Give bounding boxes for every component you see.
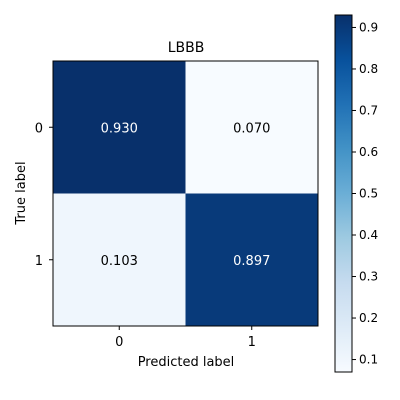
colorbar-tick-label: 0.3 <box>359 270 378 284</box>
colorbar-tick-label: 0.8 <box>359 62 378 76</box>
colorbar-tick-label: 0.6 <box>359 145 378 159</box>
y-axis-ticks: 01 <box>35 121 53 269</box>
colorbar-tick-label: 0.7 <box>359 103 378 117</box>
colorbar-tick-label: 0.4 <box>359 228 378 242</box>
colorbar-ticks: 0.1 0.2 0.3 0.4 0.5 0.6 0.7 0.8 0.9 <box>352 20 378 367</box>
colorbar-tick-label: 0.5 <box>359 187 378 201</box>
cell-value-label: 0.897 <box>233 254 270 269</box>
cell-value-label: 0.930 <box>101 121 138 136</box>
colorbar-tick-label: 0.1 <box>359 353 378 367</box>
heatmap-cell <box>53 193 186 326</box>
colorbar <box>334 14 353 373</box>
x-tick-label: 1 <box>248 335 256 350</box>
y-axis-label: True label <box>14 161 29 225</box>
cell-value-label: 0.103 <box>101 254 138 269</box>
y-tick-label: 1 <box>35 254 43 269</box>
heatmap-cell <box>53 61 186 194</box>
heatmap-cell <box>185 61 318 194</box>
colorbar-tick-label: 0.9 <box>359 20 378 34</box>
plot-frame <box>52 60 319 327</box>
x-tick-label: 0 <box>115 335 123 350</box>
cell-value-label: 0.070 <box>233 121 270 136</box>
x-axis-label: Predicted label <box>138 355 235 370</box>
heatmap-cell <box>185 193 318 326</box>
chart-title: LBBB <box>168 40 205 56</box>
y-tick-label: 0 <box>35 121 43 136</box>
heatmap-cells: 0.930 0.070 0.103 0.897 <box>53 61 318 326</box>
colorbar-tick-label: 0.2 <box>359 311 378 325</box>
